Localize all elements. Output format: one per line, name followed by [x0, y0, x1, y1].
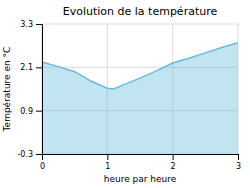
- tick-mark: [36, 111, 42, 112]
- tick-label: 2.1: [20, 63, 33, 72]
- grid: [42, 24, 238, 154]
- axis-line: [36, 25, 43, 155]
- tick: 1: [105, 154, 110, 171]
- tick-mark: [173, 154, 174, 160]
- y-axis: -0.3 0.9 2.1 3.3: [17, 20, 42, 159]
- tick: 3.3: [20, 20, 42, 29]
- x-axis: 0 1 2 3: [40, 154, 241, 171]
- tick-mark: [238, 154, 239, 160]
- tick: 2.1: [20, 63, 42, 72]
- area: [42, 43, 238, 154]
- tick: 0: [40, 154, 45, 171]
- tick-label: 2: [171, 162, 176, 171]
- y-axis-title: Température en °C: [2, 47, 12, 133]
- tick-mark: [36, 154, 42, 155]
- tick: 0.9: [20, 107, 42, 116]
- tick-label: 0.9: [20, 107, 33, 116]
- tick-label: 3: [236, 162, 241, 171]
- plot: 0 1 2 3 -0.3 0.9 2.1 3.3: [17, 20, 241, 171]
- chart: 0 1 2 3 -0.3 0.9 2.1 3.3 Evolution de la tempéra…: [0, 0, 250, 188]
- tick-label: 3.3: [20, 20, 33, 29]
- tick: -0.3: [17, 150, 42, 159]
- grid-line: [42, 24, 238, 25]
- x-axis-title: heure par heure: [104, 174, 177, 184]
- line: [42, 43, 238, 89]
- axis-line: [43, 155, 239, 161]
- tick-mark: [107, 154, 108, 160]
- tick-label: -0.3: [17, 150, 33, 159]
- tick-mark: [36, 67, 42, 68]
- tick-label: 1: [105, 162, 110, 171]
- tick-label: 0: [40, 162, 45, 171]
- title: Evolution de la température: [63, 5, 218, 18]
- tick: 3: [236, 154, 241, 171]
- tick: 2: [171, 154, 176, 171]
- tick-mark: [36, 24, 42, 25]
- marks: [42, 43, 238, 154]
